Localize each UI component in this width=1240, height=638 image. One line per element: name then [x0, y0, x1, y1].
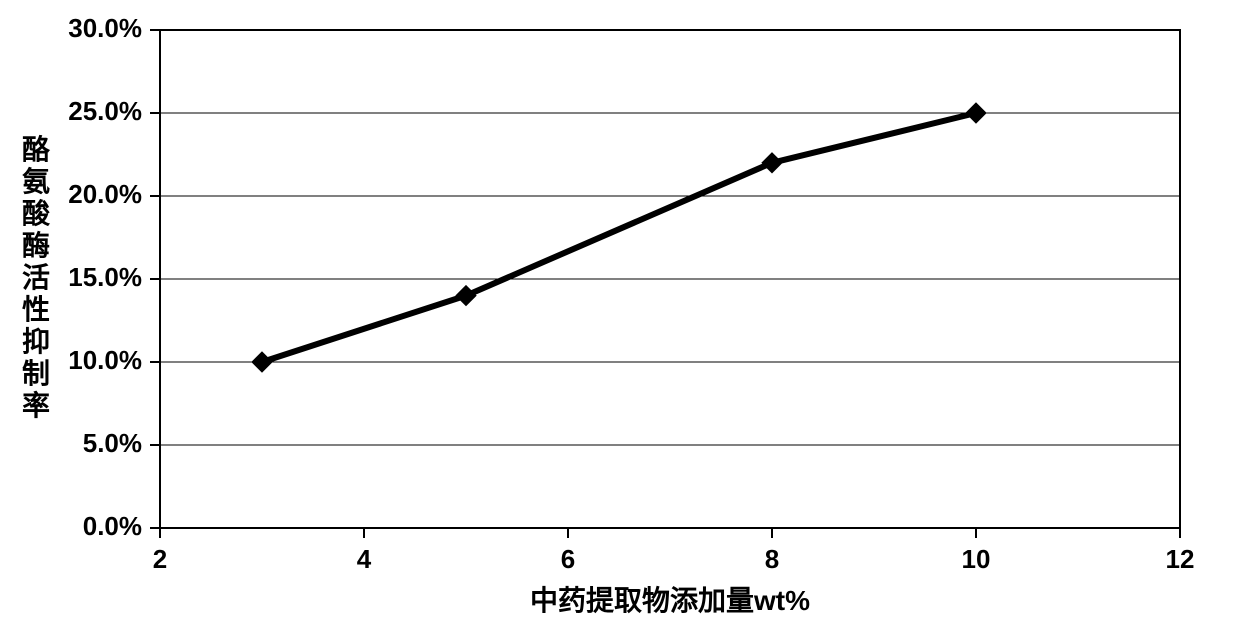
svg-text:活: 活 [22, 262, 50, 293]
x-tick-label: 8 [765, 544, 779, 574]
x-tick-label: 10 [962, 544, 991, 574]
chart-container: 0.0% 5.0% 10.0% 15.0% 20.0% 25.0% 30.0% 2 4 6 8 10 1… [0, 0, 1240, 638]
y-tick-label: 10.0% [68, 345, 142, 375]
x-tick-label: 4 [357, 544, 372, 574]
x-tick-label: 6 [561, 544, 575, 574]
svg-text:率: 率 [22, 389, 50, 421]
line-chart: 0.0% 5.0% 10.0% 15.0% 20.0% 25.0% 30.0% 2 4 6 8 10 1… [0, 0, 1240, 638]
x-tick-label: 2 [153, 544, 167, 574]
y-tick-label: 20.0% [68, 179, 142, 209]
y-tick-label: 25.0% [68, 96, 142, 126]
svg-text:氨: 氨 [22, 166, 50, 197]
svg-text:制: 制 [22, 358, 50, 389]
y-tick-label: 30.0% [68, 13, 142, 43]
x-axis-title: 中药提取物添加量wt% [530, 585, 810, 616]
svg-text:性: 性 [22, 294, 50, 325]
y-tick-label: 0.0% [83, 511, 142, 541]
svg-text:抑: 抑 [22, 326, 50, 357]
y-tick-label: 5.0% [83, 428, 142, 458]
x-tick-label: 12 [1166, 544, 1195, 574]
svg-text:酸: 酸 [22, 198, 51, 229]
svg-text:酶: 酶 [22, 230, 50, 261]
y-tick-label: 15.0% [68, 262, 142, 292]
y-axis-title: 酪氨酸酶活性抑制率 [22, 133, 51, 421]
svg-text:酪: 酪 [22, 133, 51, 165]
